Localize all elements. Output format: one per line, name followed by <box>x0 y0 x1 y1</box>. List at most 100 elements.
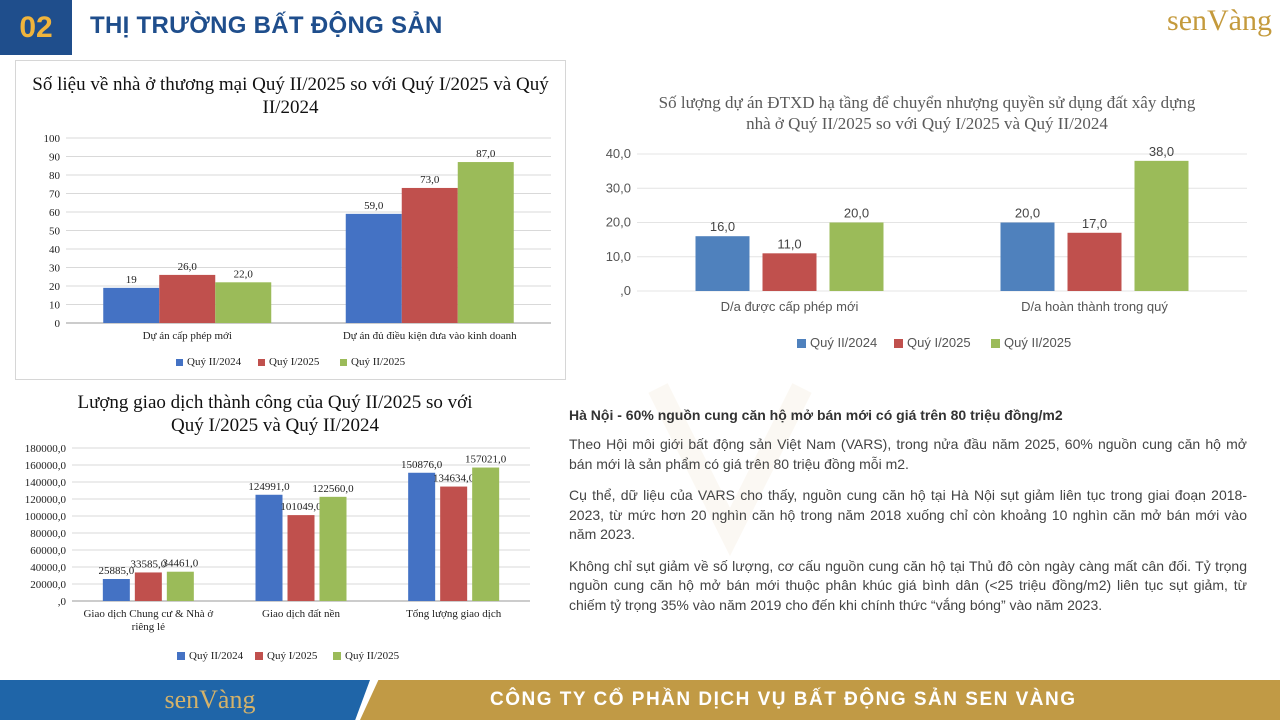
data-label: 122560,0 <box>312 483 354 495</box>
legend-label: Quý II/2024 <box>189 650 244 662</box>
data-label: 20,0 <box>844 206 869 221</box>
y-tick-label: 20000,0 <box>30 579 66 591</box>
legend-label: Quý II/2024 <box>810 335 877 350</box>
legend-label: Quý II/2025 <box>1004 335 1071 350</box>
bar <box>345 213 402 323</box>
category-label: Giao dịch đất nền <box>262 608 340 620</box>
category-label: riêng lẻ <box>132 621 165 633</box>
legend-label: Quý I/2025 <box>267 650 318 662</box>
y-tick-label: 20 <box>49 281 61 293</box>
bar <box>440 486 468 601</box>
y-tick-label: 10 <box>49 300 61 312</box>
y-tick-label: 0 <box>55 318 61 330</box>
y-tick-label: ,0 <box>58 596 67 608</box>
y-tick-label: 160000,0 <box>25 460 67 472</box>
chart-transactions: Lượng giao dịch thành công của Quý II/20… <box>15 385 535 675</box>
y-tick-label: 140000,0 <box>25 477 67 489</box>
data-label: 59,0 <box>364 200 384 212</box>
legend-label: Quý II/2025 <box>345 650 400 662</box>
bar <box>215 282 272 323</box>
data-label: 87,0 <box>476 148 496 160</box>
bar <box>457 162 514 323</box>
category-label: Tổng lượng giao dịch <box>406 608 502 620</box>
data-label: 134634,0 <box>433 473 475 485</box>
article-paragraph: Không chỉ sụt giảm về số lượng, cơ cấu n… <box>569 557 1247 613</box>
y-tick-label: 70 <box>49 189 61 201</box>
y-tick-label: 120000,0 <box>25 494 67 506</box>
data-label: 22,0 <box>234 268 254 280</box>
legend-swatch <box>894 339 903 348</box>
bar <box>102 578 130 601</box>
bar <box>159 274 216 323</box>
data-label: 34461,0 <box>162 558 198 570</box>
data-label: 150876,0 <box>401 459 443 471</box>
data-label: 19 <box>126 274 138 286</box>
category-label: D/a được cấp phép mới <box>721 299 859 314</box>
data-label: 157021,0 <box>465 454 507 466</box>
y-tick-label: 60000,0 <box>30 545 66 557</box>
footer: senVàng CÔNG TY CỔ PHẦN DỊCH VỤ BẤT ĐỘNG… <box>0 680 1280 720</box>
footer-logo-text: senVàng <box>164 685 256 714</box>
data-label: 20,0 <box>1015 206 1040 221</box>
data-label: 124991,0 <box>248 481 290 493</box>
bar <box>401 187 458 323</box>
chart-title: Số lượng dự án ĐTXD hạ tầng để chuyển nh… <box>658 93 1196 133</box>
legend-label: Quý II/2024 <box>187 356 242 368</box>
data-label: 33585,0 <box>130 558 166 570</box>
article: Hà Nội - 60% nguồn cung căn hộ mở bán mớ… <box>569 407 1247 627</box>
y-tick-label: 30 <box>49 263 61 275</box>
y-tick-label: 30,0 <box>606 180 631 195</box>
chart-commercial-housing: Số liệu về nhà ở thương mại Quý II/2025 … <box>15 60 566 380</box>
chart-svg: ,0 10,0 20,0 30,0 40,0 16,0 11,0 20,0 D/a được c… <box>606 144 1247 350</box>
y-tick-label: 60 <box>49 207 61 219</box>
data-label: 11,0 <box>777 236 801 251</box>
bar <box>762 253 817 291</box>
bar <box>472 467 500 601</box>
category-label: Dự án đủ điều kiện đưa vào kinh doanh <box>343 330 517 342</box>
y-tick-label: 90 <box>49 152 61 164</box>
data-label: 73,0 <box>420 174 440 186</box>
y-tick-label: 80000,0 <box>30 528 66 540</box>
legend-swatch <box>991 339 1000 348</box>
article-heading: Hà Nội - 60% nguồn cung căn hộ mở bán mớ… <box>569 407 1063 423</box>
article-paragraph: Theo Hội môi giới bất động sản Việt Nam … <box>569 436 1247 472</box>
section-number: 02 <box>0 0 72 55</box>
footer-company-banner: CÔNG TY CỔ PHẦN DỊCH VỤ BẤT ĐỘNG SẢN SEN… <box>360 680 1280 720</box>
legend-swatch <box>255 652 263 660</box>
chart-svg: 0 10 20 30 40 50 60 70 80 90 100 19 26,0 22,0 Dự án cấ… <box>44 133 551 368</box>
y-tick-label: 100000,0 <box>25 511 67 523</box>
brand-logo: senVàng <box>1167 4 1272 38</box>
bar <box>166 571 194 601</box>
page-title: THỊ TRƯỜNG BẤT ĐỘNG SẢN <box>90 12 443 39</box>
legend-swatch <box>340 359 347 366</box>
brand-logo-text: senVàng <box>1167 4 1272 37</box>
legend-swatch <box>176 359 183 366</box>
y-tick-label: 50 <box>49 226 61 238</box>
y-tick-label: 40000,0 <box>30 562 66 574</box>
bar <box>287 515 315 601</box>
bar <box>1134 160 1189 291</box>
data-label: 25885,0 <box>98 565 134 577</box>
footer-company-name: CÔNG TY CỔ PHẦN DỊCH VỤ BẤT ĐỘNG SẢN SEN… <box>490 689 1077 710</box>
y-tick-label: ,0 <box>620 283 631 298</box>
legend-swatch <box>177 652 185 660</box>
data-label: 38,0 <box>1149 144 1174 159</box>
bar <box>103 287 160 323</box>
y-tick-label: 100 <box>44 133 61 145</box>
watermark-logo-icon <box>648 383 812 557</box>
bar <box>1067 232 1122 291</box>
y-tick-label: 20,0 <box>606 215 631 230</box>
y-tick-label: 40 <box>49 244 61 256</box>
chart-title: Số liệu về nhà ở thương mại Quý II/2025 … <box>32 74 549 118</box>
bar <box>134 572 162 601</box>
legend-swatch <box>797 339 806 348</box>
chart-title: Lượng giao dịch thành công của Quý II/20… <box>77 392 473 436</box>
legend-label: Quý I/2025 <box>907 335 971 350</box>
chart-svg: ,0 20000,0 40000,0 60000,0 80000,0 100000,0 12… <box>25 443 530 662</box>
data-label: 16,0 <box>710 219 735 234</box>
data-label: 17,0 <box>1082 216 1107 231</box>
legend-label: Quý II/2025 <box>351 356 406 368</box>
data-label: 101049,0 <box>280 501 322 513</box>
y-tick-label: 180000,0 <box>25 443 67 455</box>
chart-infrastructure-projects: Số lượng dự án ĐTXD hạ tầng để chuyển nh… <box>592 78 1262 368</box>
